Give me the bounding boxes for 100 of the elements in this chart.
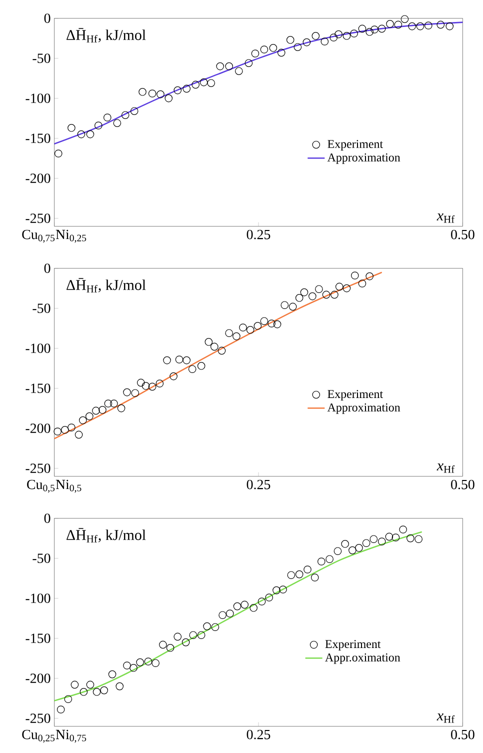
x-tick-label: 0.25	[246, 730, 270, 740]
point	[386, 20, 394, 28]
point	[355, 544, 363, 552]
point	[348, 546, 356, 554]
point	[406, 534, 414, 542]
y-tick-label: -200	[26, 424, 50, 434]
y-tick-label: -250	[26, 464, 50, 474]
x-tick-label: 0.25	[246, 480, 270, 490]
point	[156, 380, 164, 388]
point	[244, 59, 253, 67]
point	[233, 602, 242, 610]
point	[424, 22, 432, 30]
point	[260, 317, 268, 326]
point	[175, 356, 184, 364]
point	[330, 34, 338, 42]
point	[370, 26, 378, 34]
point	[103, 114, 112, 122]
point	[294, 43, 302, 51]
point	[358, 280, 366, 288]
point	[86, 680, 94, 689]
point	[174, 632, 182, 641]
y-tick-label: -50	[32, 54, 50, 64]
point	[204, 338, 213, 346]
point	[308, 292, 316, 300]
point	[366, 28, 374, 36]
point	[123, 662, 131, 670]
y-tick-label: -150	[26, 384, 50, 394]
point	[225, 329, 233, 338]
point	[446, 22, 454, 30]
point	[330, 290, 338, 299]
point	[64, 695, 72, 704]
point	[295, 294, 304, 302]
y-tick-label: -50	[32, 304, 50, 314]
point	[232, 332, 240, 340]
point	[86, 412, 94, 420]
point	[61, 426, 69, 434]
point	[116, 682, 124, 690]
point	[342, 32, 351, 40]
y-tick-label: 0	[44, 514, 50, 524]
x-axis-title: x$_{Hf}$	[436, 714, 455, 723]
point	[280, 301, 289, 310]
x-tick-label: Cu$_{0,5}$Ni$_{0,5}$	[27, 480, 82, 493]
point	[144, 658, 152, 666]
y-tick-label: -150	[26, 134, 50, 144]
point	[98, 406, 106, 414]
point	[210, 342, 218, 351]
point	[211, 623, 220, 632]
point	[334, 30, 342, 38]
point	[78, 416, 87, 424]
point	[148, 90, 156, 98]
legend-label: Experiment	[328, 390, 383, 400]
point	[182, 356, 191, 364]
point	[70, 680, 79, 689]
point	[226, 610, 234, 618]
point	[370, 535, 378, 544]
point	[156, 90, 164, 98]
point	[192, 80, 200, 89]
point	[100, 686, 108, 694]
point	[77, 130, 86, 138]
point	[394, 20, 402, 29]
legend-label: Approximation	[327, 153, 400, 164]
point	[240, 600, 249, 609]
point	[302, 38, 311, 46]
y-tick-label: -200	[26, 674, 50, 684]
point	[54, 150, 62, 158]
point	[385, 532, 394, 541]
point	[315, 285, 323, 294]
y-tick-label: -100	[26, 594, 50, 604]
point	[265, 594, 274, 602]
point	[310, 574, 319, 582]
point	[163, 356, 171, 364]
point	[113, 119, 122, 127]
legend-label: Appr.oximation	[325, 653, 400, 664]
point	[117, 404, 126, 412]
point	[234, 67, 243, 75]
legend-label: Experiment	[325, 640, 381, 650]
point	[110, 400, 118, 408]
x-axis-title: x$_{Hf}$	[436, 464, 455, 473]
point	[254, 322, 262, 330]
point	[366, 272, 374, 280]
x-tick-label: 0.50	[451, 480, 474, 490]
point	[239, 324, 247, 332]
point	[182, 638, 190, 646]
point	[269, 44, 278, 52]
point	[152, 659, 160, 668]
point	[342, 284, 351, 292]
point	[174, 86, 182, 94]
point	[335, 282, 344, 291]
point	[218, 346, 226, 355]
point	[197, 362, 206, 370]
point	[436, 20, 445, 29]
point	[218, 611, 226, 620]
point	[326, 555, 334, 564]
y-tick-label: -200	[26, 174, 50, 184]
point	[166, 644, 174, 652]
point	[164, 94, 173, 102]
point	[56, 706, 65, 714]
point	[92, 406, 100, 415]
point	[86, 130, 94, 138]
legend-label: Approximation	[327, 403, 400, 414]
